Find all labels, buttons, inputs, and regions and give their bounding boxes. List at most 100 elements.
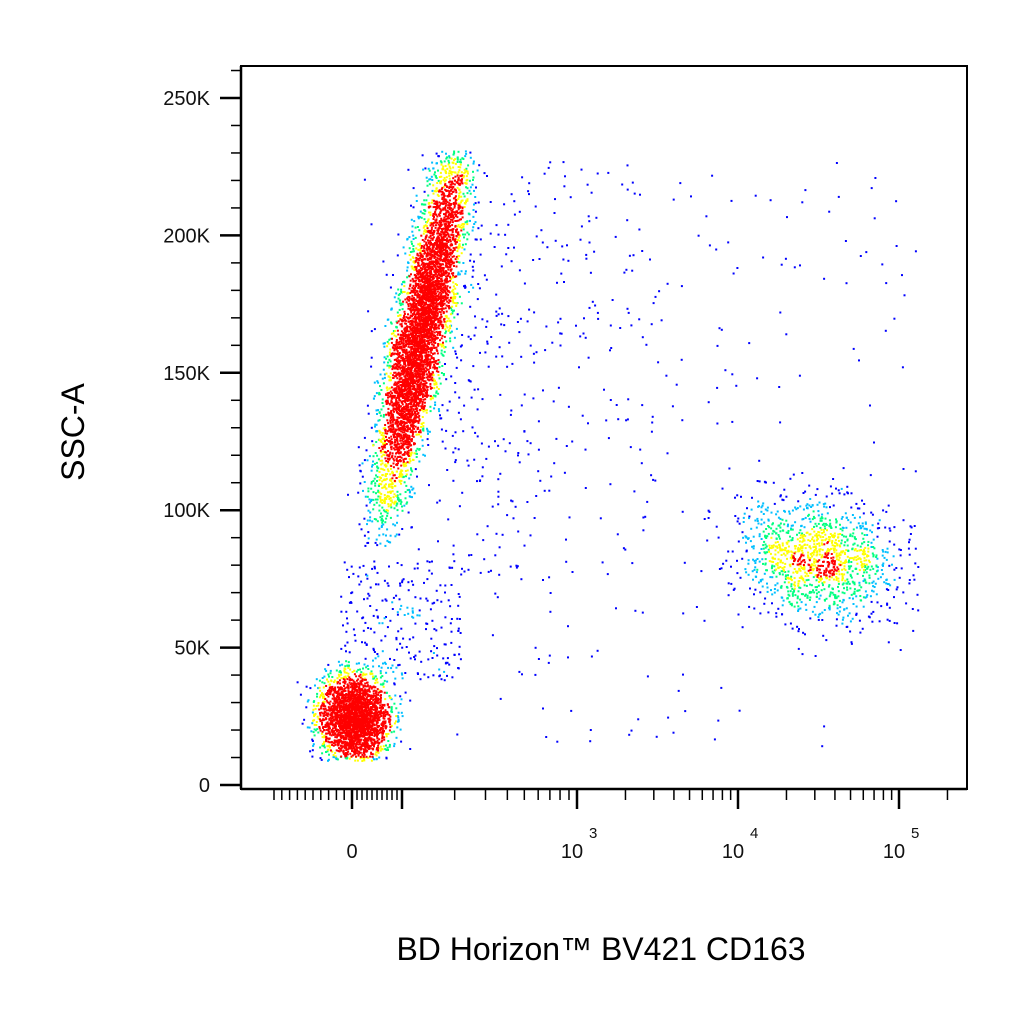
event-dot (772, 529, 775, 532)
event-dot (762, 544, 765, 547)
event-dot (396, 494, 399, 497)
event-dot (450, 212, 453, 214)
event-dot (596, 311, 599, 314)
event-dot (414, 410, 416, 413)
event-dot (447, 268, 450, 271)
event-dot (832, 547, 835, 550)
event-dot (419, 249, 422, 252)
event-dot (821, 745, 824, 748)
event-dot (383, 730, 385, 732)
event-dot (395, 326, 398, 329)
event-dot (781, 542, 784, 545)
event-dot (793, 266, 796, 269)
event-dot (430, 650, 433, 653)
event-dot (542, 707, 544, 710)
event-dot (346, 617, 348, 620)
event-dot (497, 503, 500, 506)
event-dot (745, 541, 747, 544)
event-dot (775, 537, 778, 540)
event-dot (316, 715, 319, 718)
event-dot (453, 248, 456, 251)
event-dot (458, 244, 461, 247)
event-dot (369, 605, 372, 607)
event-dot (850, 641, 853, 644)
event-dot (445, 293, 448, 295)
event-dot (899, 649, 902, 651)
event-dot (383, 704, 386, 707)
event-dot (393, 367, 396, 370)
event-dot (534, 646, 537, 649)
event-dot (376, 469, 379, 472)
event-dot (480, 442, 483, 445)
event-dot (760, 506, 763, 509)
event-dot (779, 517, 782, 520)
event-dot (800, 555, 803, 558)
event-dot (439, 224, 441, 227)
event-dot (763, 572, 766, 575)
event-dot (828, 519, 831, 522)
event-dot (427, 218, 430, 221)
event-dot (821, 513, 824, 516)
event-dot (757, 522, 760, 525)
event-dot (916, 593, 919, 596)
event-dot (741, 557, 744, 560)
event-dot (842, 616, 845, 619)
event-dot (454, 220, 457, 222)
event-dot (372, 444, 375, 447)
event-dot (376, 678, 378, 681)
event-dot (773, 588, 776, 590)
event-dot (453, 336, 456, 339)
event-dot (378, 742, 380, 745)
event-dot (447, 599, 450, 602)
event-dot (438, 220, 441, 223)
event-dot (830, 553, 833, 555)
event-dot (388, 428, 391, 431)
event-dot (409, 292, 412, 294)
event-dot (370, 356, 373, 359)
event-dot (452, 261, 455, 264)
event-dot (385, 733, 388, 735)
event-dot (579, 335, 582, 338)
event-dot (455, 235, 458, 237)
event-dot (806, 596, 809, 599)
event-dot (823, 588, 826, 591)
event-dot (813, 525, 815, 528)
event-dot (407, 589, 410, 592)
event-dot (322, 696, 324, 699)
event-dot (796, 571, 799, 574)
event-dot (587, 215, 590, 218)
event-dot (460, 218, 462, 221)
event-dot (385, 744, 387, 747)
event-dot (784, 571, 787, 573)
event-dot (382, 427, 385, 430)
event-dot (811, 552, 814, 554)
event-dot (410, 444, 413, 447)
event-dot (391, 368, 394, 371)
event-dot (786, 525, 789, 528)
event-dot (400, 347, 403, 350)
event-dot (463, 570, 466, 573)
event-dot (416, 614, 419, 617)
event-dot (397, 315, 400, 317)
event-dot (853, 537, 856, 540)
event-dot (811, 518, 814, 521)
event-dot (764, 543, 767, 546)
event-dot (443, 213, 445, 216)
event-dot (457, 667, 460, 670)
event-dot (412, 245, 415, 247)
event-dot (327, 759, 329, 762)
event-dot (378, 391, 381, 394)
event-dot (367, 756, 370, 759)
event-dot (560, 272, 563, 275)
event-dot (809, 596, 812, 599)
event-dot (345, 660, 348, 663)
event-dot (311, 711, 314, 714)
event-dot (865, 251, 868, 254)
event-dot (776, 564, 779, 567)
event-dot (397, 630, 400, 633)
event-dot (790, 602, 793, 605)
event-dot (862, 550, 865, 553)
event-dot (824, 571, 826, 574)
event-dot (816, 567, 819, 570)
event-dot (786, 586, 789, 589)
